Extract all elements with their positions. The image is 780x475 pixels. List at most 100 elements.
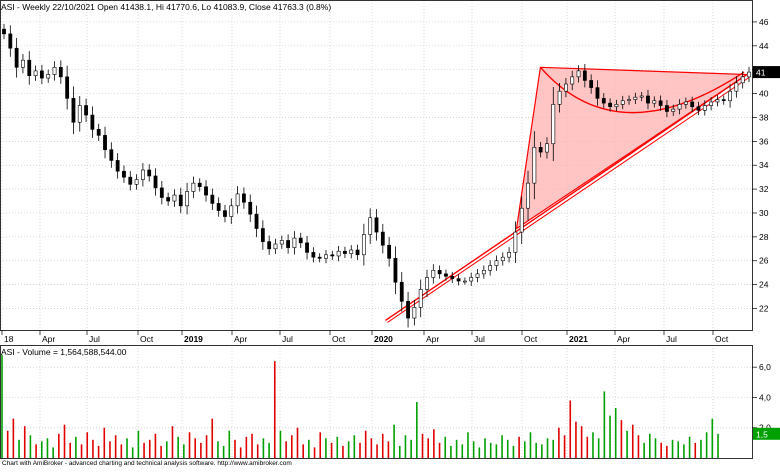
price-x-tick-label: 2021 [569, 334, 588, 344]
price-y-tick-label: 36 [759, 136, 769, 146]
candle-body [589, 80, 594, 88]
candle-body [77, 105, 82, 123]
candle-body [734, 82, 739, 92]
volume-frame [0, 345, 753, 459]
candle-body [191, 182, 196, 192]
price-x-tick-label: Jul [474, 334, 485, 344]
candle-body [96, 129, 101, 136]
candle-body [462, 280, 467, 283]
candle-body [223, 210, 227, 217]
candle-body [21, 59, 25, 68]
price-x-tick-label: Jul [282, 334, 293, 344]
candle-body [115, 160, 120, 172]
candle-body [216, 203, 221, 211]
candle-body [481, 269, 486, 275]
price-y-tick-label: 46 [759, 17, 769, 27]
candle-body [33, 70, 38, 76]
price-y-tick-label: 28 [759, 232, 769, 242]
candle-body [166, 197, 171, 202]
candle-body [431, 269, 436, 278]
price-y-tick-label: 38 [759, 112, 769, 122]
candle-body [570, 76, 575, 85]
candle-body [27, 59, 32, 76]
candle-body [519, 207, 524, 233]
candle-body [715, 99, 720, 103]
volume-y-tick-label: 2,0 [759, 423, 771, 433]
candle-body [330, 254, 335, 257]
candle-body [721, 99, 726, 102]
candle-body [627, 99, 631, 102]
price-frame [0, 0, 753, 331]
candle-body [103, 135, 107, 151]
candle-body [46, 74, 51, 79]
price-y-tick-label: 32 [759, 184, 769, 194]
candle-body [513, 231, 518, 253]
candle-body [324, 254, 328, 259]
candle-body [8, 33, 13, 49]
support-trendline-parallel [387, 77, 750, 323]
candle-body [677, 104, 682, 110]
candle-body [286, 240, 291, 248]
candle-body [488, 265, 493, 271]
candle-body [500, 256, 505, 262]
candle-body [355, 249, 360, 256]
candle-body [652, 100, 657, 104]
price-x-axis: 18 Apr Jul Oct 2019 Apr Jul Oct 2020 Apr Jul Oct 202… [1, 330, 729, 344]
candle-body [153, 175, 158, 189]
candle-body [564, 83, 568, 92]
candle-body [204, 186, 208, 196]
candle-body [128, 176, 133, 185]
candle-body [273, 243, 278, 250]
candle-body [260, 228, 265, 242]
candle-body [614, 104, 619, 108]
price-x-tick-label: 18 [4, 334, 14, 344]
price-x-tick-label: 2019 [184, 334, 203, 344]
price-annotations [385, 66, 750, 323]
candle-body [406, 301, 410, 319]
candle-body [147, 169, 152, 177]
price-x-tick-label: Oct [715, 334, 729, 344]
price-y-tick-label: 44 [759, 41, 769, 51]
price-y-tick-label: 40 [759, 89, 769, 99]
price-chart-title: ASI - Weekly 22/10/2021 Open 41438.1, Hi… [1, 2, 332, 12]
candle-body [185, 191, 189, 207]
candle-body [368, 217, 373, 235]
candle-body [747, 71, 751, 78]
candle-body [197, 182, 202, 188]
candle-body [538, 147, 543, 153]
candle-body [140, 169, 145, 180]
cup-arc [539, 66, 745, 114]
candle-body [311, 252, 316, 258]
triangle-pattern [515, 66, 749, 230]
candle-body [702, 105, 707, 111]
candle-body [317, 256, 322, 259]
candle-body [639, 95, 644, 98]
price-x-tick-label: Oct [140, 334, 154, 344]
candle-body [361, 234, 366, 256]
price-x-tick-label: Oct [524, 334, 538, 344]
candle-body [336, 250, 341, 257]
candle-body [267, 241, 272, 250]
price-x-tick-label: Apr [426, 334, 439, 344]
candle-body [690, 101, 695, 108]
price-y-tick-label: 34 [759, 160, 769, 170]
candle-body [456, 278, 461, 282]
candle-body [601, 98, 606, 104]
candle-body [90, 114, 95, 130]
last-volume-label: 1,5 [756, 429, 768, 439]
candle-body [242, 193, 246, 203]
footer-credit: Chart with AmiBroker - advanced charting… [2, 460, 292, 467]
candle-body [620, 100, 625, 105]
candle-body [683, 101, 688, 105]
candle-body [526, 182, 530, 209]
candle-body [39, 70, 44, 79]
candle-body [412, 307, 417, 319]
volume-y-tick-label: 4,0 [759, 392, 771, 402]
last-volume-marker [753, 427, 780, 440]
candle-body [425, 277, 429, 290]
candle-body [469, 277, 474, 282]
candle-body [557, 90, 562, 105]
candle-body [349, 249, 354, 254]
candle-body [450, 275, 455, 279]
